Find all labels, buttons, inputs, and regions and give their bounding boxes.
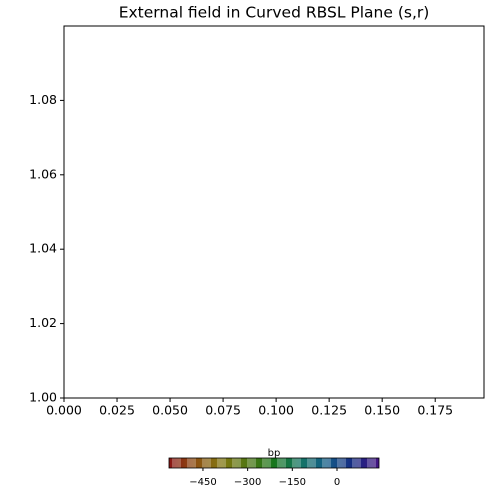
x-tick-label: 0.100 — [258, 403, 294, 418]
y-tick-label: 1.00 — [29, 390, 57, 405]
colorbar-label: bp — [268, 448, 281, 459]
colorbar-frame — [168, 457, 380, 469]
x-tick-label: 0.050 — [152, 403, 188, 418]
y-tick-label: 1.06 — [29, 166, 57, 181]
colorbar-tick-label: −450 — [189, 477, 216, 488]
x-tick-label: 0.075 — [205, 403, 241, 418]
y-tick-label: 1.08 — [29, 92, 57, 107]
x-tick-label: 0.125 — [311, 403, 347, 418]
chart-title: External field in Curved RBSL Plane (s,r… — [119, 4, 430, 22]
x-tick-label: 0.175 — [417, 403, 453, 418]
x-tick-label: 0.000 — [46, 403, 82, 418]
colorbar-tick-label: 0 — [334, 477, 340, 488]
colorbar-tick-label: −150 — [279, 477, 306, 488]
y-tick-label: 1.04 — [29, 241, 57, 256]
plot-area — [63, 25, 485, 399]
x-tick-label: 0.150 — [364, 403, 400, 418]
x-tick-label: 0.025 — [99, 403, 135, 418]
colorbar-tick-label: −300 — [234, 477, 261, 488]
y-tick-label: 1.02 — [29, 315, 57, 330]
colorbar-shading — [169, 458, 379, 468]
